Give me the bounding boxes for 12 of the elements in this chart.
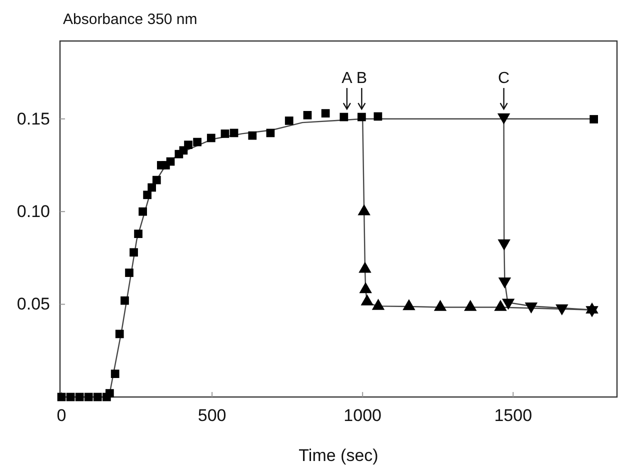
- y-axis-title: Absorbance 350 nm: [63, 11, 198, 28]
- x-tick-label: 0: [56, 406, 66, 426]
- x-tick-label: 1500: [494, 406, 532, 426]
- x-tick-label: 1000: [344, 406, 382, 426]
- x-axis-title: Time (sec): [298, 446, 378, 465]
- y-tick-label: 0.05: [16, 294, 50, 314]
- annotation: A: [342, 70, 353, 88]
- x-tick-label: 500: [198, 406, 226, 426]
- y-tick-label: 0.10: [16, 202, 50, 222]
- annotation: B: [356, 70, 368, 88]
- y-tick-label: 0.15: [16, 109, 50, 128]
- annotation: C: [498, 70, 510, 88]
